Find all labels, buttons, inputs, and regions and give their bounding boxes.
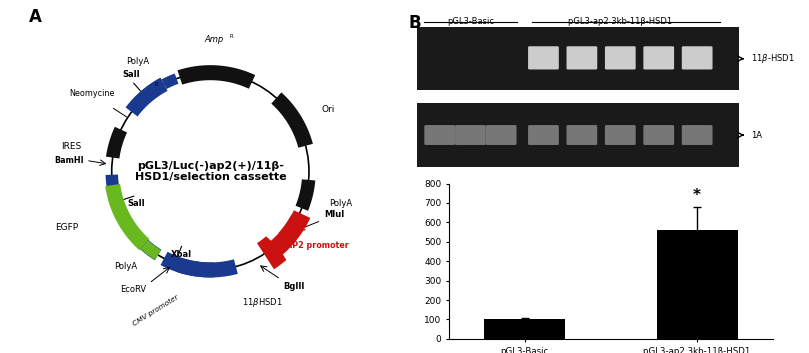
FancyBboxPatch shape	[528, 125, 559, 145]
Text: B: B	[409, 14, 421, 32]
Polygon shape	[105, 174, 122, 204]
Text: PolyA: PolyA	[329, 199, 353, 208]
Text: pGL3-Basic: pGL3-Basic	[447, 17, 494, 26]
Polygon shape	[257, 210, 311, 269]
Text: 11$\beta$HSD1: 11$\beta$HSD1	[242, 296, 282, 309]
Polygon shape	[162, 73, 179, 89]
Text: Neomycine: Neomycine	[69, 89, 114, 98]
Text: R: R	[155, 82, 159, 87]
FancyBboxPatch shape	[605, 125, 636, 145]
Text: EcoRV: EcoRV	[121, 285, 146, 294]
Text: *: *	[693, 188, 701, 203]
Text: XbaI: XbaI	[171, 250, 192, 259]
Polygon shape	[177, 258, 238, 277]
Text: 1A: 1A	[751, 131, 762, 139]
FancyBboxPatch shape	[528, 46, 559, 70]
Text: BamHI: BamHI	[53, 156, 83, 165]
Text: SalI: SalI	[122, 70, 140, 79]
Polygon shape	[125, 78, 167, 116]
Text: 11$\beta$-HSD1: 11$\beta$-HSD1	[751, 52, 794, 65]
Polygon shape	[122, 222, 161, 260]
Polygon shape	[278, 214, 303, 242]
Text: IRES: IRES	[61, 142, 82, 151]
Text: EGFP: EGFP	[55, 223, 78, 232]
Bar	[657, 230, 738, 339]
Polygon shape	[105, 184, 150, 250]
Text: Amp: Amp	[205, 35, 223, 44]
Text: PolyA: PolyA	[126, 57, 149, 66]
Text: BglII: BglII	[283, 282, 305, 291]
Text: PolyA: PolyA	[114, 262, 137, 271]
FancyBboxPatch shape	[643, 46, 674, 70]
Polygon shape	[106, 127, 127, 158]
Text: A: A	[28, 8, 41, 26]
Bar	[484, 319, 565, 339]
Text: SalI: SalI	[128, 199, 146, 208]
Text: pGL3/Luc(-)ap2(+)/11β-
HSD1/selection cassette: pGL3/Luc(-)ap2(+)/11β- HSD1/selection ca…	[134, 161, 286, 182]
Text: MluI: MluI	[324, 210, 344, 219]
FancyBboxPatch shape	[566, 125, 597, 145]
Polygon shape	[177, 65, 255, 89]
Polygon shape	[160, 252, 214, 277]
FancyBboxPatch shape	[455, 125, 485, 145]
Text: R: R	[230, 34, 233, 39]
Polygon shape	[271, 92, 313, 148]
Polygon shape	[141, 240, 161, 260]
Bar	[417, 27, 739, 90]
FancyBboxPatch shape	[682, 46, 713, 70]
FancyBboxPatch shape	[566, 46, 597, 70]
FancyBboxPatch shape	[605, 46, 636, 70]
FancyBboxPatch shape	[485, 125, 516, 145]
Text: pGL3-ap2 3kb-11β-HSD1: pGL3-ap2 3kb-11β-HSD1	[568, 17, 672, 26]
FancyBboxPatch shape	[424, 125, 455, 145]
Text: Ori: Ori	[321, 105, 335, 114]
Bar	[417, 103, 739, 167]
Polygon shape	[295, 179, 316, 211]
Text: AP2 promoter: AP2 promoter	[286, 241, 349, 250]
Text: CMV promoter: CMV promoter	[132, 294, 180, 327]
FancyBboxPatch shape	[682, 125, 713, 145]
FancyBboxPatch shape	[643, 125, 674, 145]
